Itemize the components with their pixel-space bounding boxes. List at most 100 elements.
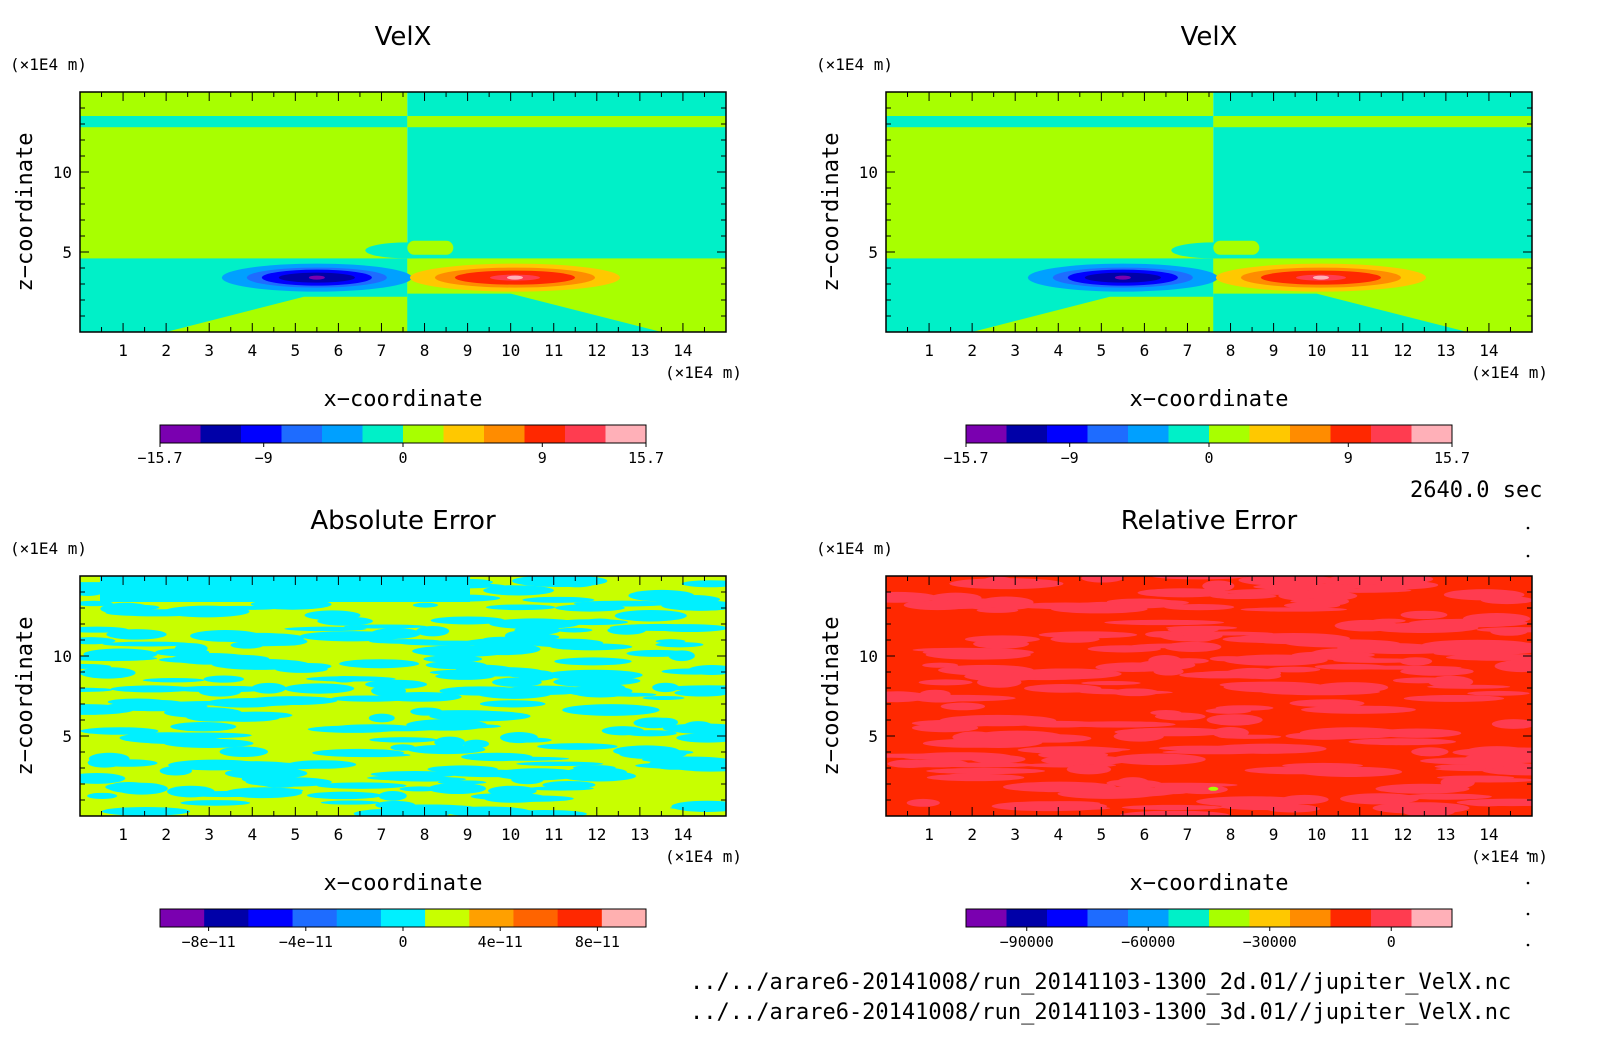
noise-blob	[241, 774, 275, 783]
noise-blob	[428, 783, 486, 795]
noise-blob	[1428, 675, 1474, 688]
y-axis-label: z−coordinate	[13, 133, 38, 292]
x-tick-label: 10	[501, 825, 520, 844]
y-tick-label: 5	[62, 243, 72, 262]
colorbar-tick-label: −4e−11	[279, 933, 333, 951]
noise-blob	[908, 759, 969, 768]
noise-blob	[1017, 806, 1111, 811]
noise-blob	[918, 679, 973, 686]
x-unit-label: (×1E4 m)	[1471, 847, 1548, 866]
noise-blob	[585, 618, 615, 625]
noise-blob	[607, 626, 646, 635]
noise-blob	[101, 807, 191, 816]
noise-blob	[439, 686, 522, 696]
noise-blob	[511, 775, 544, 785]
jet-positive-contour	[506, 275, 523, 280]
noise-blob	[1166, 625, 1238, 630]
noise-blob	[485, 604, 556, 611]
noise-blob	[80, 626, 129, 633]
noise-blob	[522, 596, 595, 603]
noise-blob	[1494, 660, 1532, 673]
noise-blob	[1206, 714, 1263, 726]
noise-blob	[1162, 749, 1267, 755]
y-axis-label: z−coordinate	[819, 617, 844, 776]
noise-blob	[202, 761, 287, 766]
noise-blob	[198, 686, 242, 697]
x-tick-label: 7	[377, 825, 387, 844]
x-tick-label: 11	[544, 825, 563, 844]
x-tick-label: 6	[334, 825, 344, 844]
wedge-right	[1213, 293, 1468, 332]
heatmap-field	[886, 576, 1532, 816]
noise-blob	[1237, 633, 1350, 644]
noise-blob	[163, 605, 250, 618]
x-tick-label: 14	[673, 341, 692, 360]
noise-blob	[378, 791, 407, 801]
noise-blob	[512, 576, 608, 587]
noise-blob	[203, 675, 245, 683]
noise-blob	[142, 739, 239, 745]
x-tick-label: 1	[924, 825, 934, 844]
noise-blob	[369, 737, 437, 743]
noise-blob	[479, 700, 546, 708]
x-tick-label: 4	[247, 825, 257, 844]
noise-blob	[526, 638, 604, 648]
colorbar-tick-label: −60000	[1121, 933, 1175, 951]
heatmap-field	[886, 92, 1532, 332]
colorbar-segment	[1371, 909, 1412, 927]
noise-blob	[1152, 576, 1248, 580]
x-unit-label: (×1E4 m)	[665, 363, 742, 382]
noise-blob	[674, 689, 726, 697]
noise-blob	[230, 641, 264, 649]
colorbar-tick-label: 4e−11	[478, 933, 523, 951]
noise-blob	[688, 664, 726, 675]
noise-blob	[561, 770, 637, 782]
noise-top-band	[100, 576, 470, 602]
noise-blob	[80, 600, 113, 607]
heatmap-field	[80, 92, 726, 332]
file-path-2: ../../arare6-20141008/run_20141103-1300_…	[690, 1000, 1512, 1025]
colorbar-tick-label: −90000	[1000, 933, 1054, 951]
noise-blob	[380, 804, 476, 812]
margin-dot	[1526, 943, 1530, 947]
x-tick-label: 7	[1183, 341, 1193, 360]
colorbar-segment	[160, 909, 205, 927]
noise-blob	[1240, 607, 1348, 612]
noise-blob	[973, 730, 1063, 742]
colorbar-tick-label: −9	[255, 449, 273, 467]
stripe-top-left	[886, 116, 1214, 128]
noise-blob	[398, 640, 499, 646]
noise-blob	[370, 628, 421, 639]
y-unit-label: (×1E4 m)	[10, 55, 87, 74]
x-tick-label: 13	[1436, 825, 1455, 844]
noise-blob	[553, 676, 625, 687]
noise-blob	[1038, 801, 1101, 806]
x-tick-label: 12	[587, 825, 606, 844]
x-tick-label: 11	[1350, 341, 1369, 360]
colorbar-tick-label: 0	[398, 933, 407, 951]
noise-blob	[1328, 580, 1392, 585]
colorbar-tick-label: −15.7	[137, 449, 182, 467]
colorbar-segment	[403, 425, 444, 443]
colorbar-segment	[1290, 909, 1331, 927]
chart-title: VelX	[375, 22, 432, 52]
time-label: 2640.0 sec	[1410, 478, 1543, 503]
x-tick-label: 12	[1393, 341, 1412, 360]
noise-blob	[919, 689, 951, 699]
colorbar-segment	[200, 425, 242, 443]
noise-blob	[180, 800, 251, 806]
x-tick-label: 2	[161, 341, 171, 360]
x-tick-label: 8	[420, 825, 430, 844]
x-tick-label: 2	[967, 825, 977, 844]
noise-blob	[1011, 668, 1122, 680]
noise-blob	[461, 752, 533, 762]
noise-blob	[1476, 627, 1532, 633]
chart-panel-4: Relative Error(×1E4 m)1 2 3 4 5 6 7 8 9 10 11 12 13 1…	[816, 506, 1548, 951]
chart-panel-2: VelX(×1E4 m)1 2 3 4 5 6 7 8 9 10 11 12 13 14510(×1E4 …	[816, 22, 1548, 467]
noise-blob	[1113, 731, 1164, 742]
noise-blob	[1217, 734, 1282, 739]
noise-blob	[562, 704, 660, 716]
noise-blob	[1335, 656, 1375, 661]
x-axis-label: x−coordinate	[1130, 871, 1289, 896]
noise-blob	[1176, 784, 1228, 795]
